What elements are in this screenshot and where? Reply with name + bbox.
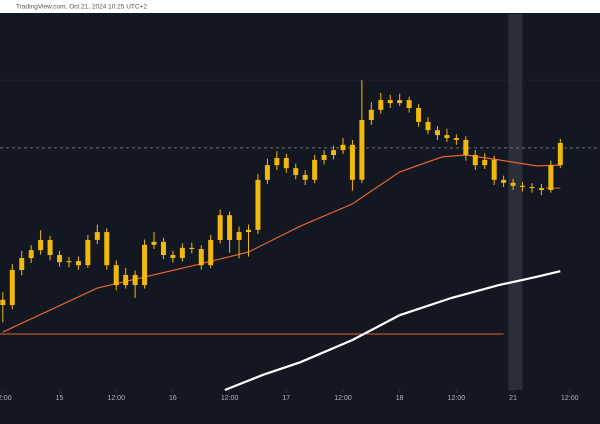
- candle-body: [444, 135, 450, 139]
- candle-body: [349, 144, 355, 180]
- candle-body: [283, 158, 289, 169]
- candle-body: [416, 108, 422, 122]
- candle-body: [406, 100, 412, 108]
- candle-body: [482, 159, 488, 166]
- candle-body: [227, 215, 233, 240]
- candle-body: [397, 100, 403, 104]
- candle-body: [19, 258, 25, 271]
- candle-body: [38, 239, 44, 251]
- candle-body: [255, 179, 261, 230]
- candle-body: [47, 239, 53, 256]
- candle-body: [170, 255, 176, 259]
- candle-body: [208, 239, 214, 266]
- candle-body: [151, 241, 157, 245]
- candle-body: [66, 261, 72, 263]
- candle-body: [453, 138, 459, 140]
- candle-body: [75, 261, 81, 266]
- moving-average-line: [224, 270, 561, 392]
- x-tick-label: 12:00: [561, 395, 579, 402]
- candle-body: [538, 188, 544, 190]
- candle-body: [94, 232, 100, 240]
- candle-body: [123, 274, 129, 286]
- candle-body: [274, 158, 280, 166]
- highlight-band: [508, 14, 523, 390]
- candle-body: [557, 142, 563, 166]
- candle-body: [142, 244, 148, 286]
- candle-body: [548, 165, 554, 190]
- candle-body: [160, 241, 166, 256]
- candle-body: [189, 247, 195, 249]
- candle-body: [321, 155, 327, 160]
- candle-body: [434, 130, 440, 136]
- x-tick-label: 12:00: [334, 395, 352, 402]
- x-tick-label: 12:00: [221, 395, 239, 402]
- candle-body: [264, 165, 270, 180]
- x-tick-label: 12:00: [448, 395, 466, 402]
- candle-body: [104, 232, 110, 266]
- candle-body: [28, 250, 34, 259]
- candle-body: [293, 168, 299, 175]
- x-tick-label: 21: [509, 395, 517, 402]
- candle-body: [9, 270, 15, 306]
- candle-body: [359, 120, 365, 180]
- x-tick-label: 12:00: [107, 395, 125, 402]
- x-tick-label: 17: [282, 395, 290, 402]
- candle-body: [85, 239, 91, 266]
- candle-body: [425, 121, 431, 131]
- x-tick-label: 18: [396, 395, 404, 402]
- candle-body: [491, 159, 497, 180]
- x-tick-label: 12:00: [0, 395, 12, 402]
- candle-body: [0, 299, 6, 306]
- chart-title: TradingView.com, Oct 21, 2024 10:25 UTC+…: [16, 4, 147, 11]
- candle-body: [340, 144, 346, 151]
- candle-body: [378, 100, 384, 110]
- x-tick-label: 15: [56, 395, 64, 402]
- candle-body: [463, 139, 469, 155]
- candle-body: [217, 215, 223, 240]
- candle-body: [529, 186, 535, 189]
- candle-body: [368, 109, 374, 121]
- candle-body: [312, 159, 318, 180]
- candle-body: [387, 100, 393, 104]
- candle-body: [236, 232, 242, 240]
- x-tick-label: 16: [169, 395, 177, 402]
- candle-body: [501, 179, 507, 183]
- candle-body: [132, 274, 138, 286]
- candle-body: [57, 255, 63, 263]
- candle-body: [113, 265, 119, 286]
- candle-body: [198, 249, 204, 266]
- candle-body: [331, 150, 337, 155]
- moving-average-line: [2, 154, 561, 333]
- candle-body: [246, 229, 252, 233]
- candle-body: [510, 182, 516, 186]
- candle-body: [472, 155, 478, 166]
- candle-body: [520, 185, 526, 187]
- candle-body: [302, 174, 308, 180]
- header-bar: [0, 0, 600, 13]
- candle-body: [179, 247, 185, 259]
